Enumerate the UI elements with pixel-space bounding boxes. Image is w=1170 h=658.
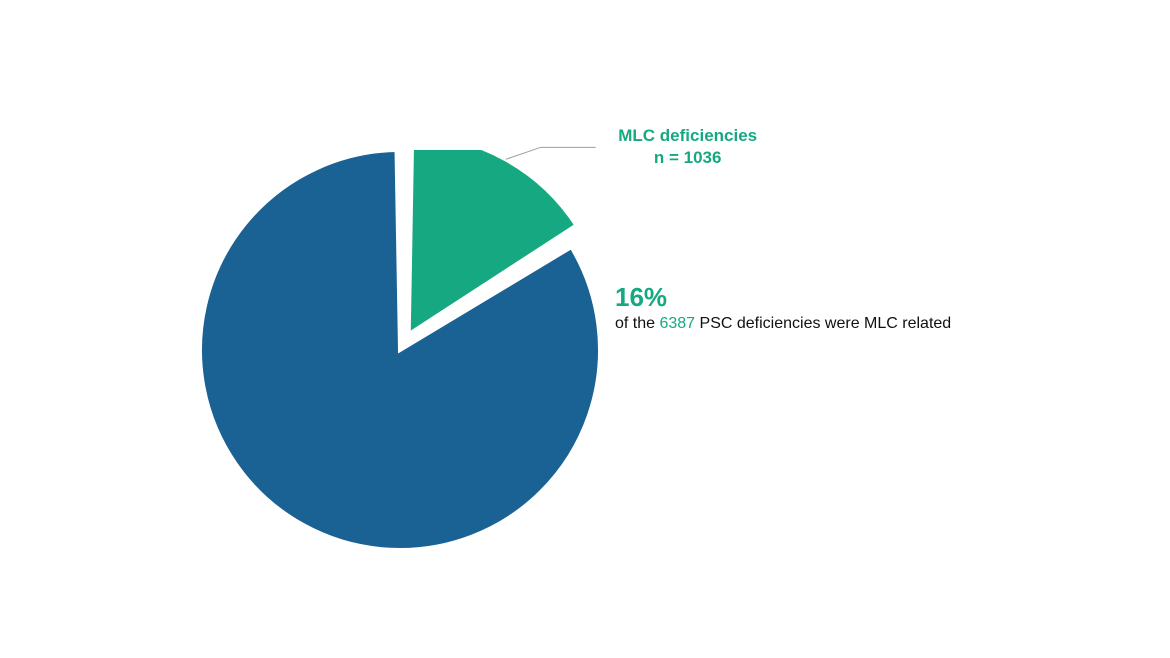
caption-post: PSC deficiencies were MLC related (695, 315, 951, 332)
caption-pre: of the (615, 315, 659, 332)
caption-total: 6387 (659, 315, 695, 332)
mlc-slice-label-line2: n = 1036 (598, 147, 778, 169)
mlc-slice-label: MLC deficiencies n = 1036 (598, 125, 778, 169)
mlc-slice-label-line1: MLC deficiencies (598, 125, 778, 147)
caption-line: of the 6387 PSC deficiencies were MLC re… (615, 315, 951, 333)
pie-chart-svg (200, 150, 600, 550)
caption-block: 16% of the 6387 PSC deficiencies were ML… (615, 282, 951, 333)
pie-chart-container (200, 150, 600, 550)
caption-percent: 16% (615, 282, 951, 313)
